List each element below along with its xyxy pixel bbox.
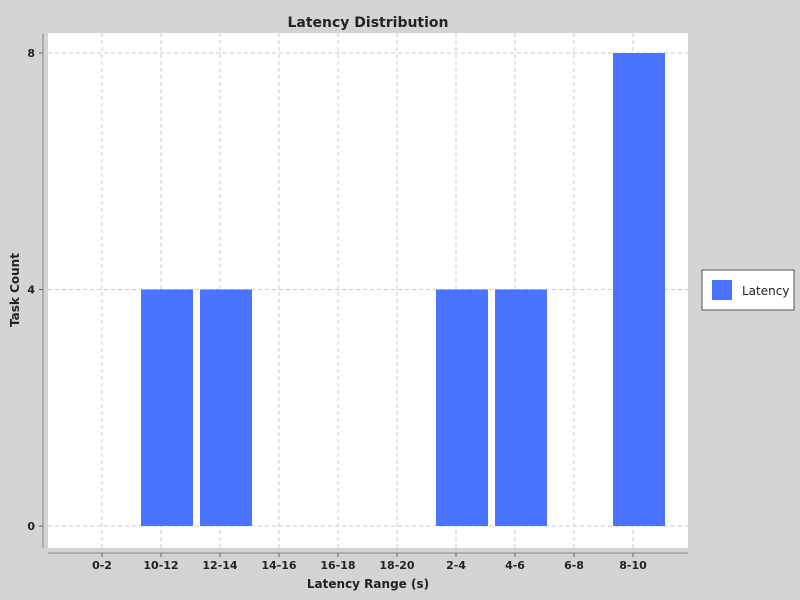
x-tick-label: 6-8	[564, 559, 584, 572]
x-tick-label: 0-2	[92, 559, 112, 572]
y-tick-label: 0	[27, 520, 35, 533]
y-tick-label: 8	[27, 47, 35, 60]
bar-10-12	[141, 289, 193, 526]
x-tick-label: 16-18	[320, 559, 355, 572]
x-tick-label: 2-4	[446, 559, 466, 572]
y-tick-label: 4	[27, 284, 35, 297]
legend: Latency	[701, 269, 795, 311]
bar-4-6	[495, 289, 547, 526]
x-tick-label: 18-20	[379, 559, 415, 572]
bar-8-10	[613, 53, 665, 526]
x-tick-label: 10-12	[143, 559, 178, 572]
bar-2-4	[436, 289, 488, 526]
legend-swatch	[712, 280, 732, 300]
bar-12-14	[200, 289, 252, 526]
x-tick-layer: 0-2 10-12 12-14 14-16 16-18 18-20 2-4 4-6 6-8 8-1…	[92, 553, 647, 572]
x-tick-label: 14-16	[261, 559, 297, 572]
x-axis-label: Latency Range (s)	[307, 577, 429, 591]
y-axis-label: Task Count	[8, 253, 22, 327]
bar-layer	[141, 53, 665, 526]
x-tick-label: 8-10	[619, 559, 647, 572]
y-tick-layer: 0 4 8	[27, 47, 43, 533]
x-tick-label: 4-6	[505, 559, 525, 572]
chart-title: Latency Distribution	[287, 15, 448, 31]
x-tick-label: 12-14	[202, 559, 238, 572]
legend-label: Latency	[742, 284, 789, 298]
